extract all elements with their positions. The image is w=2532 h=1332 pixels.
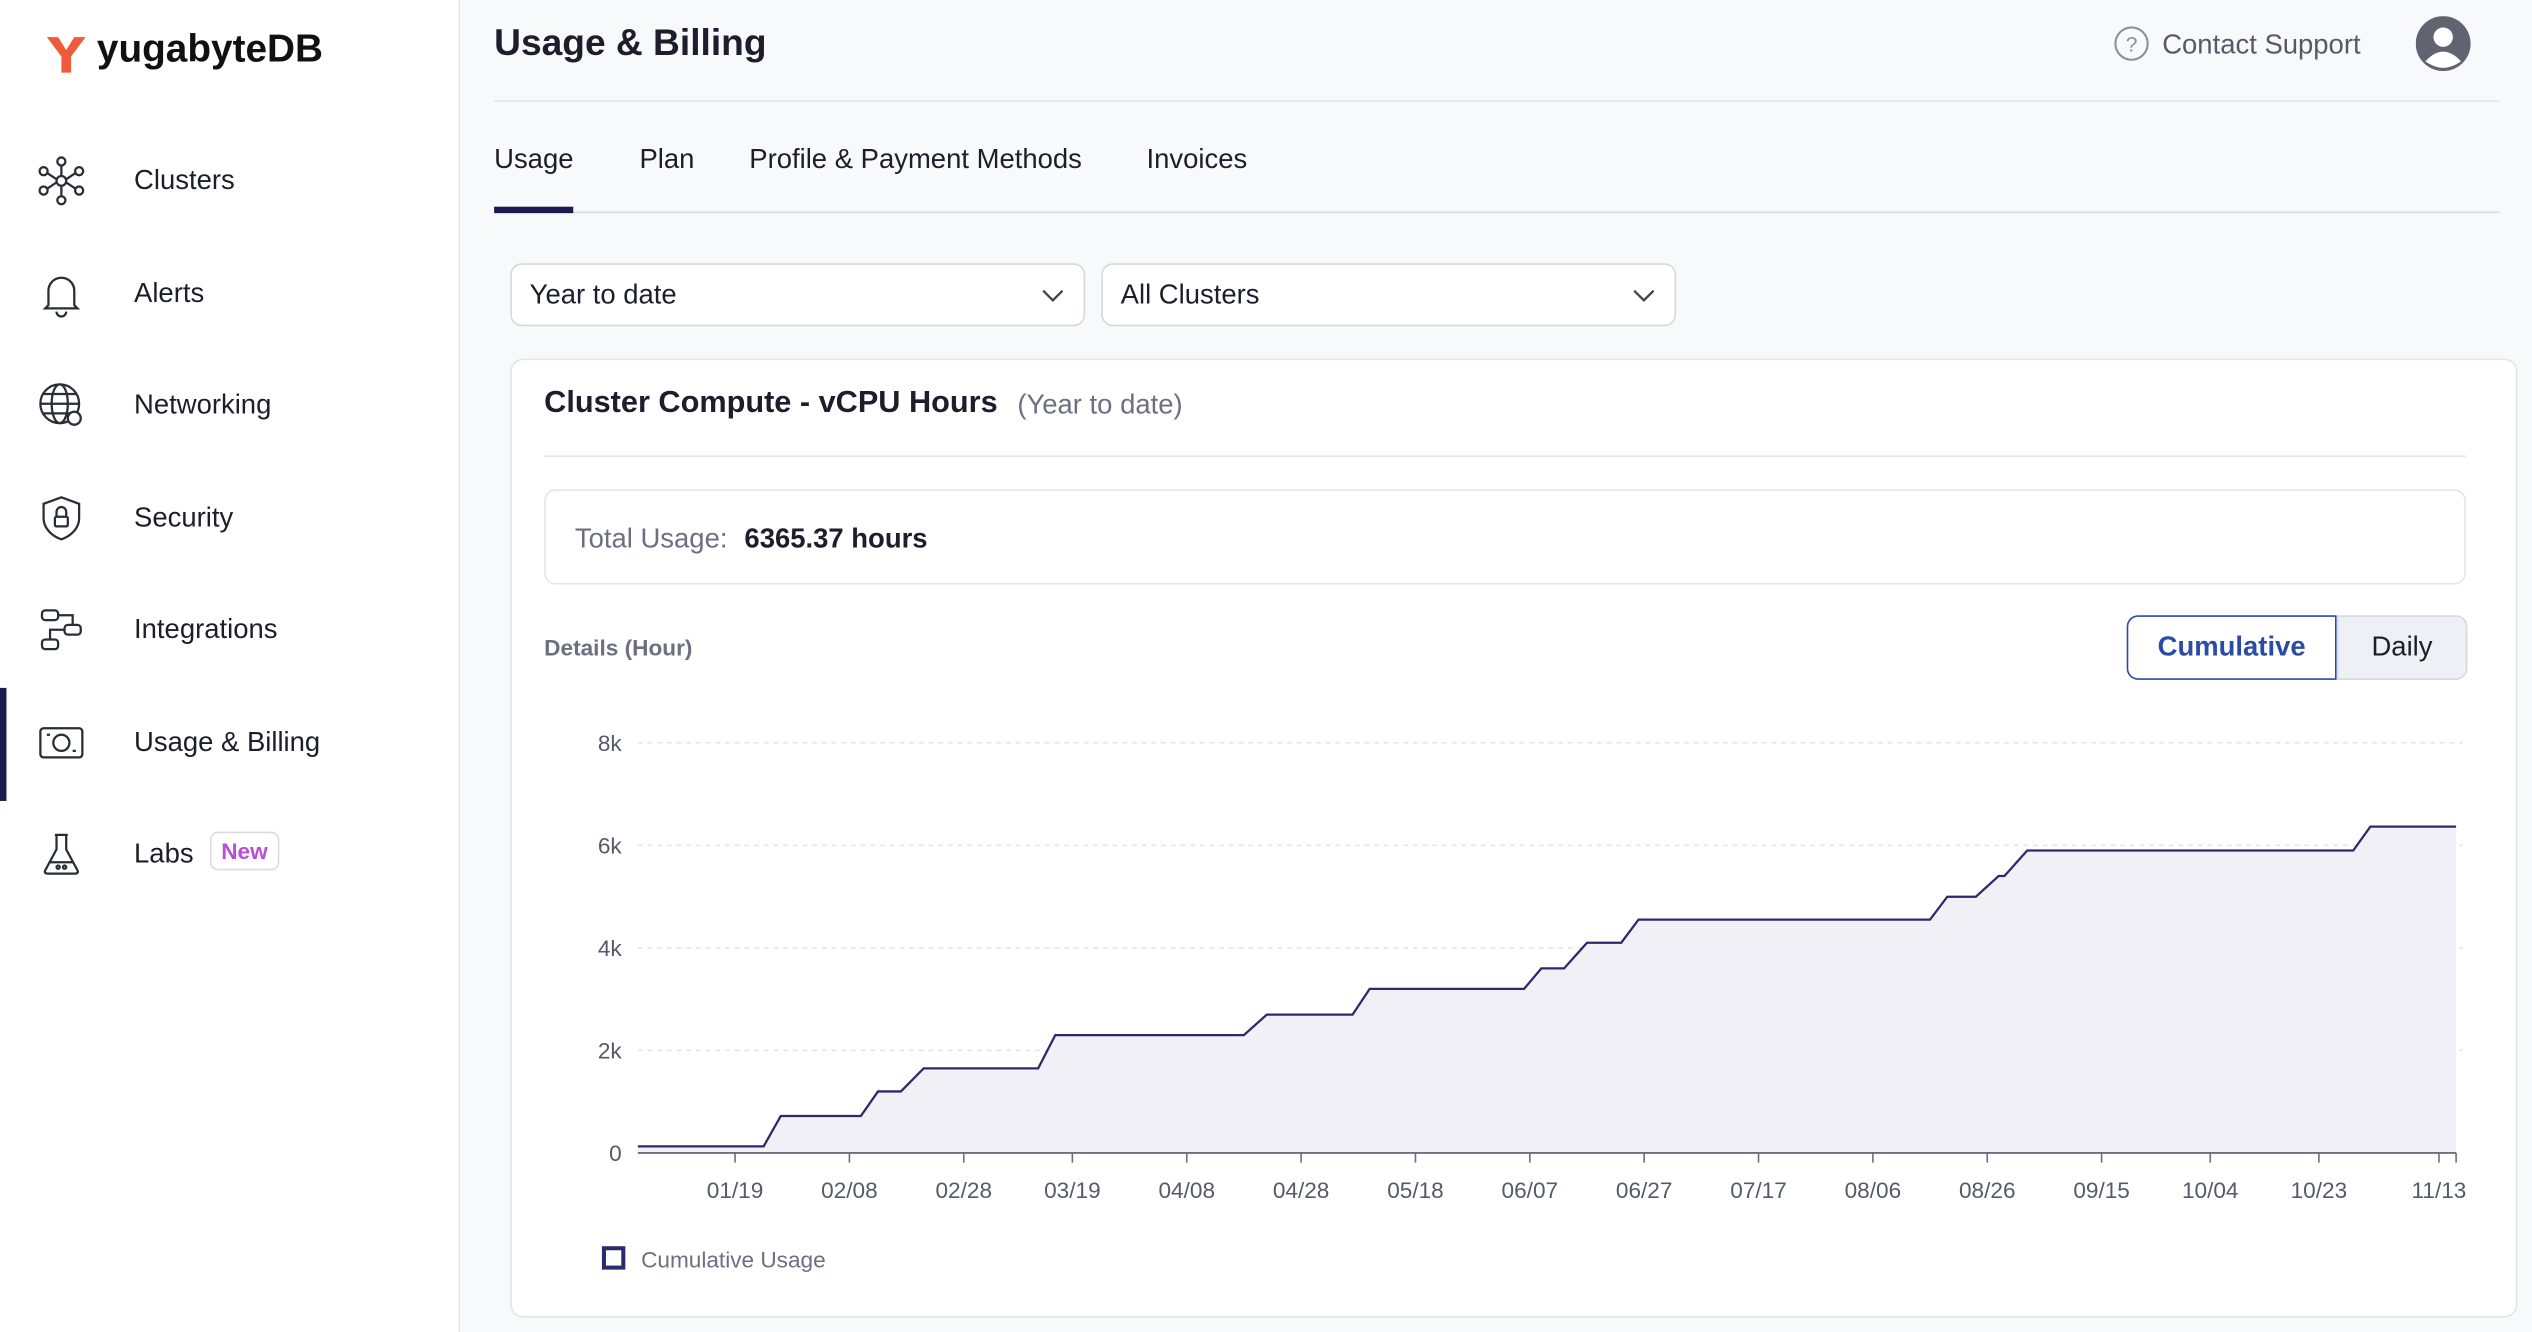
x-tick-label: 10/23 bbox=[2291, 1178, 2348, 1203]
y-tick-label: 2k bbox=[598, 1038, 623, 1063]
legend-label: Cumulative Usage bbox=[641, 1248, 826, 1273]
x-tick-label: 06/07 bbox=[1502, 1178, 1559, 1203]
x-tick-label: 05/18 bbox=[1387, 1178, 1444, 1203]
legend-swatch bbox=[604, 1248, 623, 1267]
area bbox=[638, 827, 2456, 1153]
x-tick-label: 10/04 bbox=[2182, 1178, 2239, 1203]
x-tick-label: 09/15 bbox=[2073, 1178, 2130, 1203]
x-tick-label: 04/08 bbox=[1158, 1178, 1215, 1203]
y-tick-label: 6k bbox=[598, 833, 623, 858]
x-tick-label: 11/13 bbox=[2412, 1178, 2467, 1203]
y-tick-label: 8k bbox=[598, 731, 623, 756]
x-tick-label: 01/19 bbox=[707, 1178, 764, 1203]
x-tick-label: 06/27 bbox=[1616, 1178, 1673, 1203]
y-tick-label: 0 bbox=[609, 1141, 622, 1166]
x-tick-label: 04/28 bbox=[1273, 1178, 1330, 1203]
x-tick-label: 03/19 bbox=[1044, 1178, 1101, 1203]
y-tick-label: 4k bbox=[598, 936, 623, 961]
x-tick-label: 07/17 bbox=[1730, 1178, 1787, 1203]
x-tick-label: 02/28 bbox=[935, 1178, 992, 1203]
x-tick-label: 08/26 bbox=[1959, 1178, 2016, 1203]
x-tick-label: 02/08 bbox=[821, 1178, 878, 1203]
x-tick-label: 08/06 bbox=[1845, 1178, 1902, 1203]
